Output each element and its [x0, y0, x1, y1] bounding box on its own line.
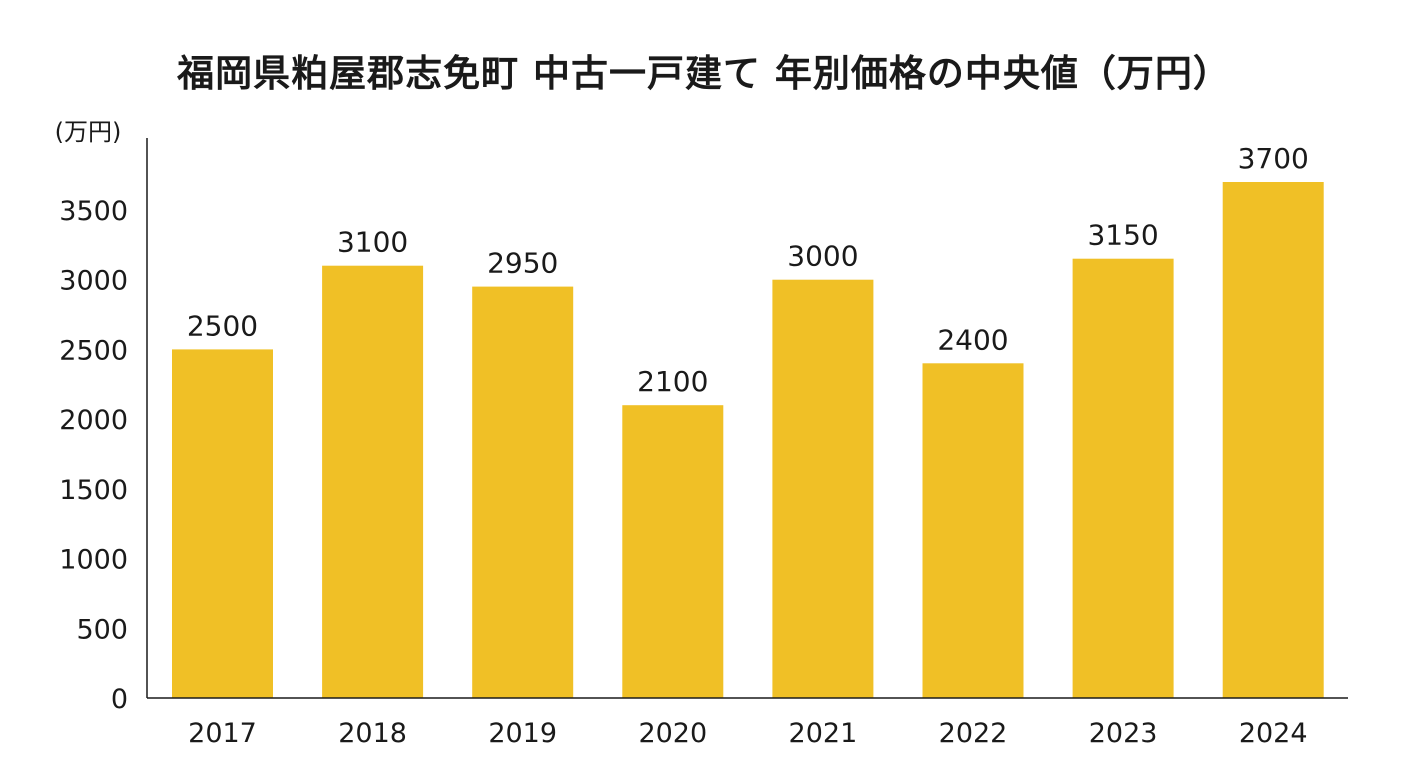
bar-value-label: 3000	[787, 240, 858, 273]
x-tick-label: 2022	[939, 718, 1008, 749]
bar-value-label: 3100	[337, 226, 408, 259]
y-tick-label: 2500	[59, 335, 128, 366]
axis-layer: (万円)	[55, 118, 1348, 699]
y-tick-label: 2000	[59, 405, 128, 436]
bar-value-label: 3700	[1238, 142, 1309, 175]
y-tick-label: 1000	[59, 545, 128, 576]
x-tick-label: 2021	[789, 718, 858, 749]
y-tick-label: 1500	[59, 475, 128, 506]
value-labels-layer: 2500 3100 2950 2100 3000 2400 3150 3700	[187, 142, 1309, 398]
x-tick-label: 2019	[488, 718, 557, 749]
bar-value-label: 2950	[487, 247, 558, 280]
bar	[622, 405, 724, 698]
bar-value-label: 2500	[187, 309, 258, 342]
x-tick-label: 2024	[1239, 718, 1308, 749]
bars-layer	[172, 182, 1324, 698]
y-tick-label: 3500	[59, 196, 128, 227]
bar	[922, 363, 1024, 698]
bar	[172, 349, 273, 698]
y-tick-label: 3000	[59, 266, 128, 297]
bar	[472, 286, 574, 698]
bar-value-label: 2100	[637, 365, 708, 398]
y-tick-label: 500	[76, 614, 128, 645]
bar	[1222, 182, 1324, 698]
chart-title: 福岡県粕屋郡志免町 中古一戸建て 年別価格の中央値（万円）	[177, 52, 1231, 95]
y-tick-label: 0	[111, 684, 128, 715]
bar	[1072, 258, 1174, 698]
bar	[322, 265, 424, 698]
bar-value-label: 2400	[937, 323, 1008, 356]
x-tick-label: 2017	[188, 718, 257, 749]
x-tick-label: 2018	[338, 718, 407, 749]
bar-value-label: 3150	[1087, 219, 1158, 252]
bar	[772, 279, 874, 698]
x-tick-labels: 2017 2018 2019 2020 2021 2022 2023 2024	[188, 718, 1307, 749]
y-axis-unit-label: (万円)	[55, 118, 122, 146]
x-tick-label: 2023	[1089, 718, 1158, 749]
y-tick-labels: 0 500 1000 1500 2000 2500 3000 3500	[59, 196, 128, 715]
x-tick-label: 2020	[638, 718, 707, 749]
